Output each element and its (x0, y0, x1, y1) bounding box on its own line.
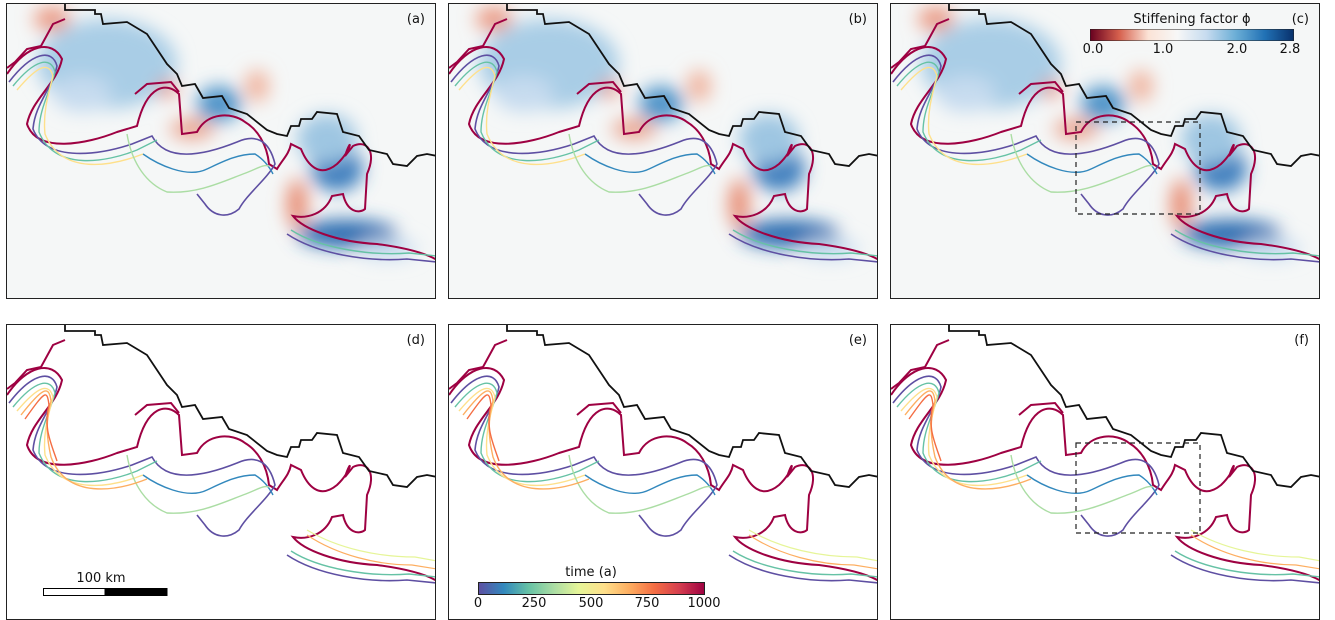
stiffening-map (891, 4, 1320, 299)
stiffening-tick: 0.0 (1082, 42, 1104, 57)
panel-label: (f) (1294, 333, 1309, 348)
panel-label: (d) (406, 333, 425, 348)
time-colorbar (478, 582, 705, 595)
panel-a: (a) (6, 3, 436, 299)
panel-label: (b) (848, 12, 867, 27)
stiffening-colorbar (1090, 29, 1294, 41)
panel-label: (a) (406, 12, 425, 27)
panel-f: (f) (890, 324, 1320, 620)
contour-map (7, 325, 436, 620)
stiffening-tick: 2.0 (1226, 42, 1248, 57)
panel-label: (e) (848, 333, 867, 348)
stiffening-tick: 1.0 (1152, 42, 1174, 57)
stiffening-colorbar-title: Stiffening factor ϕ (1133, 12, 1251, 27)
stiffening-tick: 2.8 (1279, 42, 1301, 57)
scale-bar (43, 588, 168, 596)
panel-c: (c) (890, 3, 1320, 299)
stiffening-map (449, 4, 878, 299)
panel-label: (c) (1291, 12, 1309, 27)
region-box (1075, 442, 1201, 534)
panel-b: (b) (448, 3, 878, 299)
panel-d: (d) (6, 324, 436, 620)
time-colorbar-title: time (a) (565, 565, 617, 580)
time-tick: 250 (521, 596, 547, 611)
scale-bar-label: 100 km (76, 571, 126, 586)
panel-e: (e) (448, 324, 878, 620)
time-tick: 1000 (687, 596, 721, 611)
contour-map (891, 325, 1320, 620)
time-tick: 0 (473, 596, 483, 611)
stiffening-map (7, 4, 436, 299)
time-tick: 500 (578, 596, 604, 611)
time-tick: 750 (634, 596, 660, 611)
